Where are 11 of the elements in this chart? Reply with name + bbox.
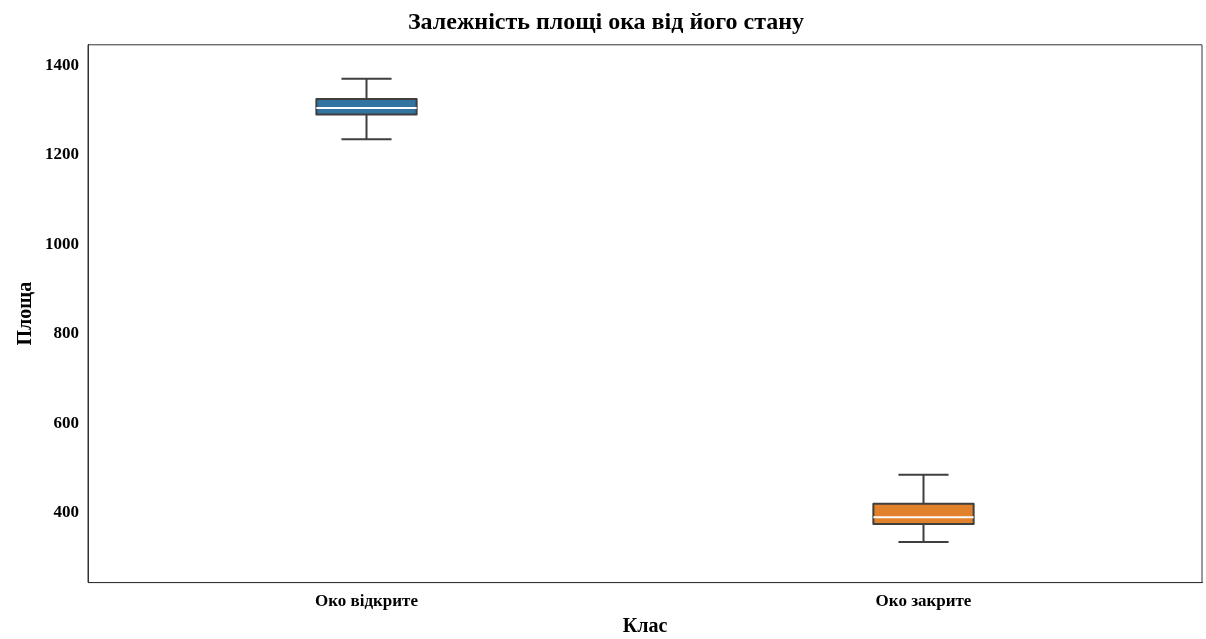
y-tick-label: 1000 [45, 233, 79, 253]
y-tick-label: 800 [53, 323, 79, 343]
y-tick-label: 600 [53, 412, 79, 432]
y-tick-label: 1400 [45, 54, 79, 74]
y-tick-label: 400 [53, 502, 79, 522]
x-tick-label: Око відкрите [315, 591, 419, 611]
y-tick-label: 1200 [45, 144, 79, 164]
y-axis-title: Площа [13, 281, 36, 346]
x-axis-title: Клас [622, 614, 668, 637]
chart-title: Залежність площі ока від його стану [407, 7, 805, 34]
x-tick-label: Око закрите [875, 591, 972, 611]
